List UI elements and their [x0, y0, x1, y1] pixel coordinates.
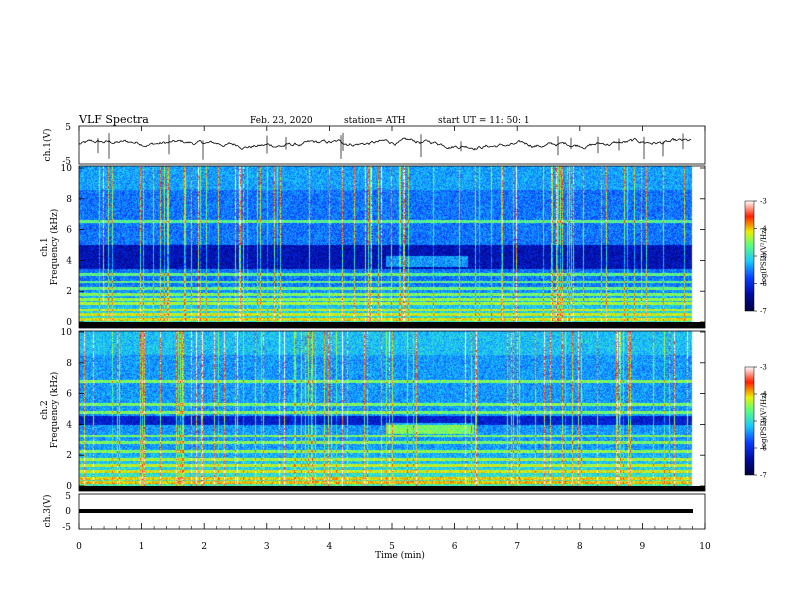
ch1-colorbar-tick-label: -6 — [760, 280, 767, 288]
ch2-frequency-tick-label: 10 — [61, 328, 73, 338]
time-axis-tick-label: 1 — [139, 542, 145, 552]
ch1-waveform-frame — [78, 125, 706, 165]
ch2-frequency-tick-label: 4 — [66, 420, 72, 430]
ch2-spectrogram-image-holder — [79, 331, 705, 487]
time-axis-tick-label: 3 — [264, 542, 270, 552]
time-axis-tick-label: 10 — [699, 542, 711, 552]
ch1-ytick-min: -5 — [62, 157, 71, 167]
time-axis-tick-label: 2 — [201, 542, 207, 552]
ch1-spectrogram-image-holder — [79, 166, 705, 322]
ch2-colorbar-tick-label: -4 — [760, 391, 767, 399]
ch2-spectrogram-ylabel-frequency: Frequency (kHz) — [49, 372, 60, 449]
ch1-colorbar — [745, 201, 754, 311]
time-axis-tick-label: 6 — [452, 542, 458, 552]
ch3-waveform-ylabel: ch.3(V) — [42, 495, 53, 528]
time-axis-tick-label: 7 — [514, 542, 520, 552]
ch2-colorbar-tick-label: -7 — [760, 472, 767, 480]
ch2-colorbar-tick-label: -6 — [760, 445, 767, 453]
time-axis-tick-label: 5 — [389, 542, 395, 552]
ch1-spectrogram-frame — [78, 165, 706, 329]
ch2-frequency-tick-label: 8 — [66, 359, 72, 369]
ch2-frequency-tick-label: 6 — [66, 390, 72, 400]
ch1-waveform-line — [78, 137, 691, 151]
ch1-colorbar-label: log(PSD)(V²/Hz) — [760, 227, 768, 284]
ch1-spectrogram-yticks: 0 2 4 6 8 10 — [61, 164, 705, 328]
ch3-ytick-zero: 0 — [65, 507, 71, 517]
ch1-frequency-tick-label: 0 — [66, 318, 72, 328]
ch2-colorbar-tick-label: -5 — [760, 418, 767, 426]
ch1-colorbar-tick-label: -3 — [760, 198, 767, 206]
ch2-frequency-tick-label: 0 — [66, 482, 72, 492]
ch2-colorbar-tick-label: -3 — [760, 364, 767, 372]
time-axis-tick-label: 4 — [327, 542, 333, 552]
ch1-frequency-tick-label: 2 — [66, 287, 72, 297]
time-axis-label: Time (min) — [375, 550, 425, 561]
ch1-spectrogram-ylabel-frequency: Frequency (kHz) — [49, 209, 60, 286]
ch2-colorbar-ticks: -3 -4 -5 -6 -7 — [754, 364, 767, 480]
figure-title: VLF Spectra — [78, 113, 149, 126]
ch2-frequency-tick-label: 2 — [66, 451, 72, 461]
ch2-colorbar — [745, 367, 754, 475]
ch1-ytick-max: 5 — [65, 123, 71, 133]
ch3-ytick-min: -5 — [62, 523, 71, 533]
station-label: station= ATH — [344, 116, 406, 126]
ch1-spectrogram-baseline — [79, 322, 705, 328]
ch1-frequency-tick-label: 10 — [61, 164, 73, 174]
time-axis-tick-label: 9 — [640, 542, 646, 552]
ch1-colorbar-tick-label: -5 — [760, 253, 767, 261]
ch2-spectrogram-yticks: 0 2 4 6 8 10 — [61, 328, 705, 492]
ch1-spectrogram-image — [79, 166, 705, 322]
ch2-spectrogram-frame — [78, 330, 706, 492]
start-time-label: start UT = 11: 50: 1 — [438, 116, 530, 126]
time-axis: 0 1 2 3 4 5 6 7 8 9 10 — [76, 126, 711, 552]
ch3-ytick-max: 5 — [65, 492, 71, 502]
ch1-waveform-ylabel: ch.1(V) — [42, 129, 53, 162]
ch1-spectrogram-ylabel-channel: ch.1 — [40, 237, 50, 256]
time-axis-tick-label: 8 — [577, 542, 583, 552]
date-label: Feb. 23, 2020 — [250, 116, 313, 126]
ch3-waveform-line — [79, 509, 693, 513]
ch1-frequency-tick-label: 4 — [66, 256, 72, 266]
ch1-waveform-spikes — [97, 132, 684, 160]
ch1-frequency-tick-label: 6 — [66, 226, 72, 236]
time-axis-tick-label: 0 — [76, 542, 82, 552]
ch2-spectrogram-baseline — [79, 486, 705, 491]
ch2-spectrogram-image — [79, 331, 705, 487]
ch1-colorbar-tick-label: -7 — [760, 308, 767, 316]
ch2-colorbar-label: log(PSD)(V²/Hz) — [760, 392, 768, 449]
ch1-colorbar-ticks: -3 -4 -5 -6 -7 — [754, 198, 767, 316]
ch2-spectrogram-ylabel-channel: ch.2 — [40, 400, 50, 419]
ch1-frequency-tick-label: 8 — [66, 195, 72, 205]
ch1-colorbar-tick-label: -4 — [760, 225, 767, 233]
